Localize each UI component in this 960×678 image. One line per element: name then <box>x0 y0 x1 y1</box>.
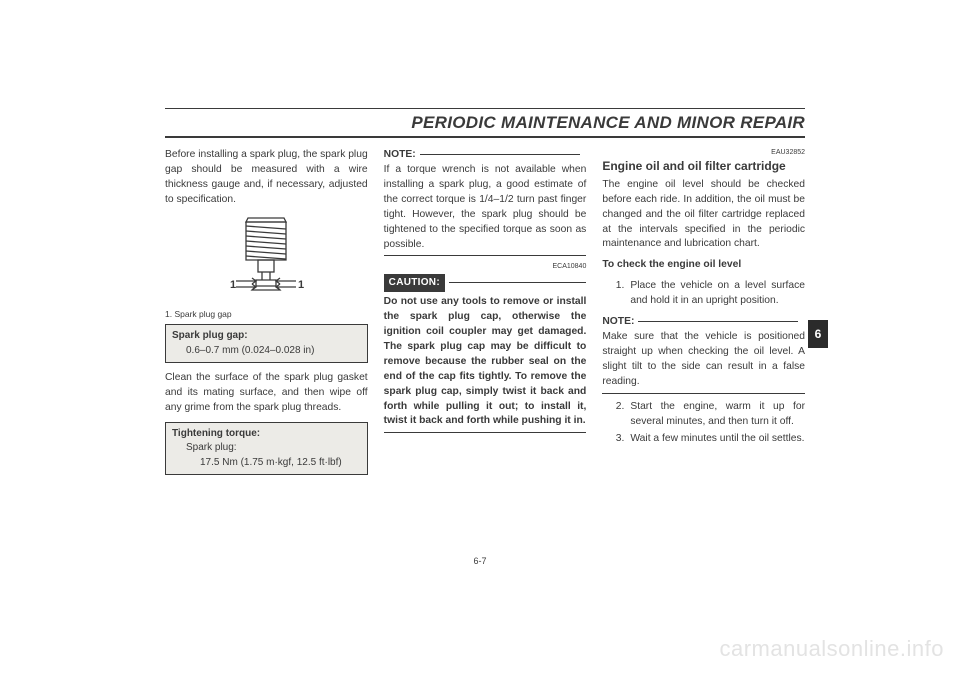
section-title: Engine oil and oil filter cartridge <box>602 159 805 175</box>
spec-gap-title: Spark plug gap: <box>172 329 361 344</box>
spec-box-gap: Spark plug gap: 0.6–0.7 mm (0.024–0.028 … <box>165 324 368 363</box>
chapter-tab: 6 <box>808 320 828 348</box>
subhead-check-level: To check the engine oil level <box>602 258 805 273</box>
step-3-num: 3. <box>602 432 630 447</box>
step-3: 3. Wait a few minutes until the oil sett… <box>602 432 805 447</box>
content-columns: Before installing a spark plug, the spar… <box>165 148 805 483</box>
note-rule <box>420 154 580 155</box>
fig-label-left: 1 <box>230 279 236 291</box>
step-2-num: 2. <box>602 400 630 430</box>
step-1-num: 1. <box>602 279 630 309</box>
col1-paragraph-1: Before installing a spark plug, the spar… <box>165 148 368 208</box>
col3-note-body: Make sure that the vehicle is positioned… <box>602 330 805 394</box>
column-3: EAU32852 Engine oil and oil filter cartr… <box>602 148 805 483</box>
note-label: NOTE: <box>384 149 416 160</box>
spec-torque-title: Tightening torque: <box>172 427 361 442</box>
header-rule-thick <box>165 136 805 138</box>
fig-label-right: 1 <box>298 279 304 291</box>
col3-note-rule <box>638 321 798 322</box>
col3-note-label: NOTE: <box>602 316 634 327</box>
page-number: 6-7 <box>0 556 960 566</box>
caution-header: CAUTION: <box>384 274 587 293</box>
page-header-title: PERIODIC MAINTENANCE AND MINOR REPAIR <box>165 113 805 133</box>
column-1: Before installing a spark plug, the spar… <box>165 148 368 483</box>
step-1: 1. Place the vehicle on a level surface … <box>602 279 805 309</box>
step-2-text: Start the engine, warm it up for several… <box>630 400 805 430</box>
note-header: NOTE: <box>384 148 587 163</box>
eau-code: EAU32852 <box>602 148 805 158</box>
watermark: carmanualsonline.info <box>719 636 944 662</box>
col3-note-header: NOTE: <box>602 315 805 330</box>
manual-page: PERIODIC MAINTENANCE AND MINOR REPAIR Be… <box>165 108 805 483</box>
caution-tag: CAUTION: <box>384 274 445 293</box>
caution-rule <box>449 282 586 283</box>
step-3-text: Wait a few minutes until the oil settles… <box>630 432 805 447</box>
spark-plug-figure: 1 1 <box>206 214 326 304</box>
col3-intro: The engine oil level should be checked b… <box>602 178 805 253</box>
figure-caption: 1. Spark plug gap <box>165 308 368 320</box>
spec-gap-value: 0.6–0.7 mm (0.024–0.028 in) <box>172 344 361 359</box>
step-2: 2. Start the engine, warm it up for seve… <box>602 400 805 430</box>
caution-body: Do not use any tools to remove or instal… <box>384 295 587 433</box>
col1-paragraph-2: Clean the surface of the spark plug gask… <box>165 371 368 416</box>
step-1-text: Place the vehicle on a level surface and… <box>630 279 805 309</box>
spec-box-torque: Tightening torque: Spark plug: 17.5 Nm (… <box>165 422 368 476</box>
caution-code: ECA10840 <box>384 262 587 272</box>
spec-torque-value: 17.5 Nm (1.75 m·kgf, 12.5 ft·lbf) <box>172 456 361 471</box>
note-body: If a torque wrench is not available when… <box>384 163 587 257</box>
spec-torque-sub: Spark plug: <box>172 441 361 456</box>
header-rule-thin <box>165 108 805 111</box>
column-2: NOTE: If a torque wrench is not availabl… <box>384 148 587 483</box>
